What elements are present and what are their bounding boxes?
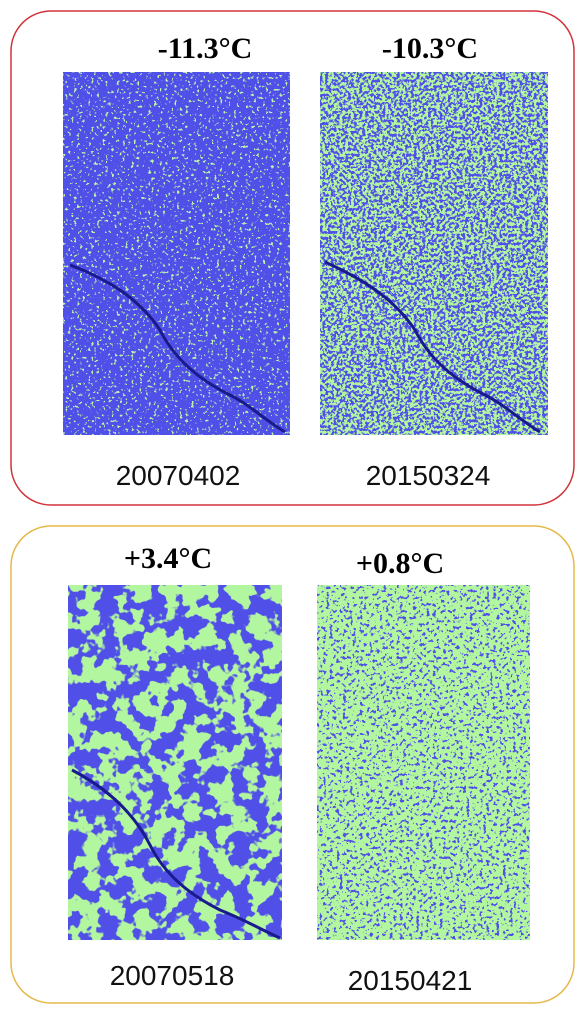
date: 20150324	[366, 460, 491, 491]
image	[320, 72, 548, 435]
temperature: -11.3°C	[158, 32, 253, 65]
temperature: -10.3°C	[382, 32, 478, 65]
date: 20070518	[110, 960, 235, 991]
figure: -11.3°C -10.3°C 20070402 20150324 +3.4°C…	[0, 0, 582, 1014]
temperature: +0.8°C	[356, 547, 444, 580]
image	[63, 72, 290, 435]
image	[68, 585, 282, 940]
date: 20150421	[348, 965, 473, 996]
image	[317, 585, 530, 940]
temperature: +3.4°C	[124, 542, 212, 575]
date: 20070402	[116, 460, 241, 491]
